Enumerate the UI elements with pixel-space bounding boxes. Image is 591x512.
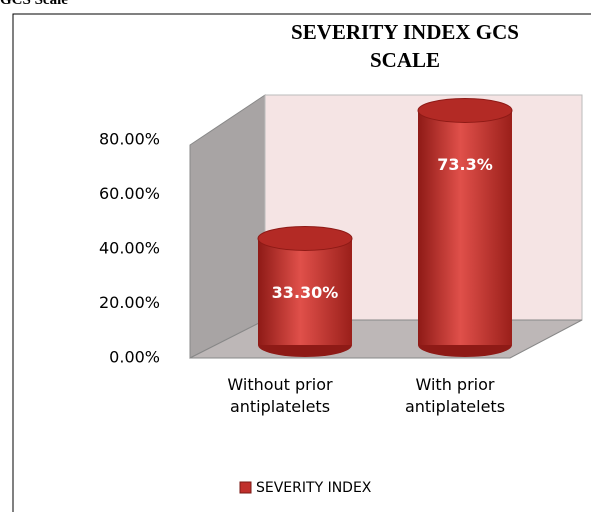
side-wall — [189, 94, 266, 359]
chart-frame — [12, 13, 591, 512]
x-tick-label: Without prior antiplatelets — [227, 375, 333, 416]
bar-top — [417, 97, 513, 123]
bar — [257, 225, 353, 357]
bar-top — [257, 225, 353, 251]
data-label: 33.30% — [272, 283, 339, 302]
y-tick-label: 0.00% — [109, 348, 160, 367]
chart-title: SEVERITY INDEX GCS SCALE — [291, 20, 519, 72]
bar-body — [418, 110, 512, 345]
legend-swatch — [239, 481, 252, 494]
x-tick-label: With prior antiplatelets — [404, 375, 506, 416]
heading: GCS Scale — [0, 0, 68, 8]
y-tick-label: 40.00% — [99, 239, 160, 258]
data-label: 73.3% — [437, 155, 493, 174]
y-tick-label: 20.00% — [99, 293, 160, 312]
bar-body — [258, 238, 352, 345]
bar — [417, 97, 513, 357]
y-tick-label: 60.00% — [99, 184, 160, 203]
legend-label: SEVERITY INDEX — [256, 480, 372, 496]
y-tick-label: 80.00% — [99, 130, 160, 149]
